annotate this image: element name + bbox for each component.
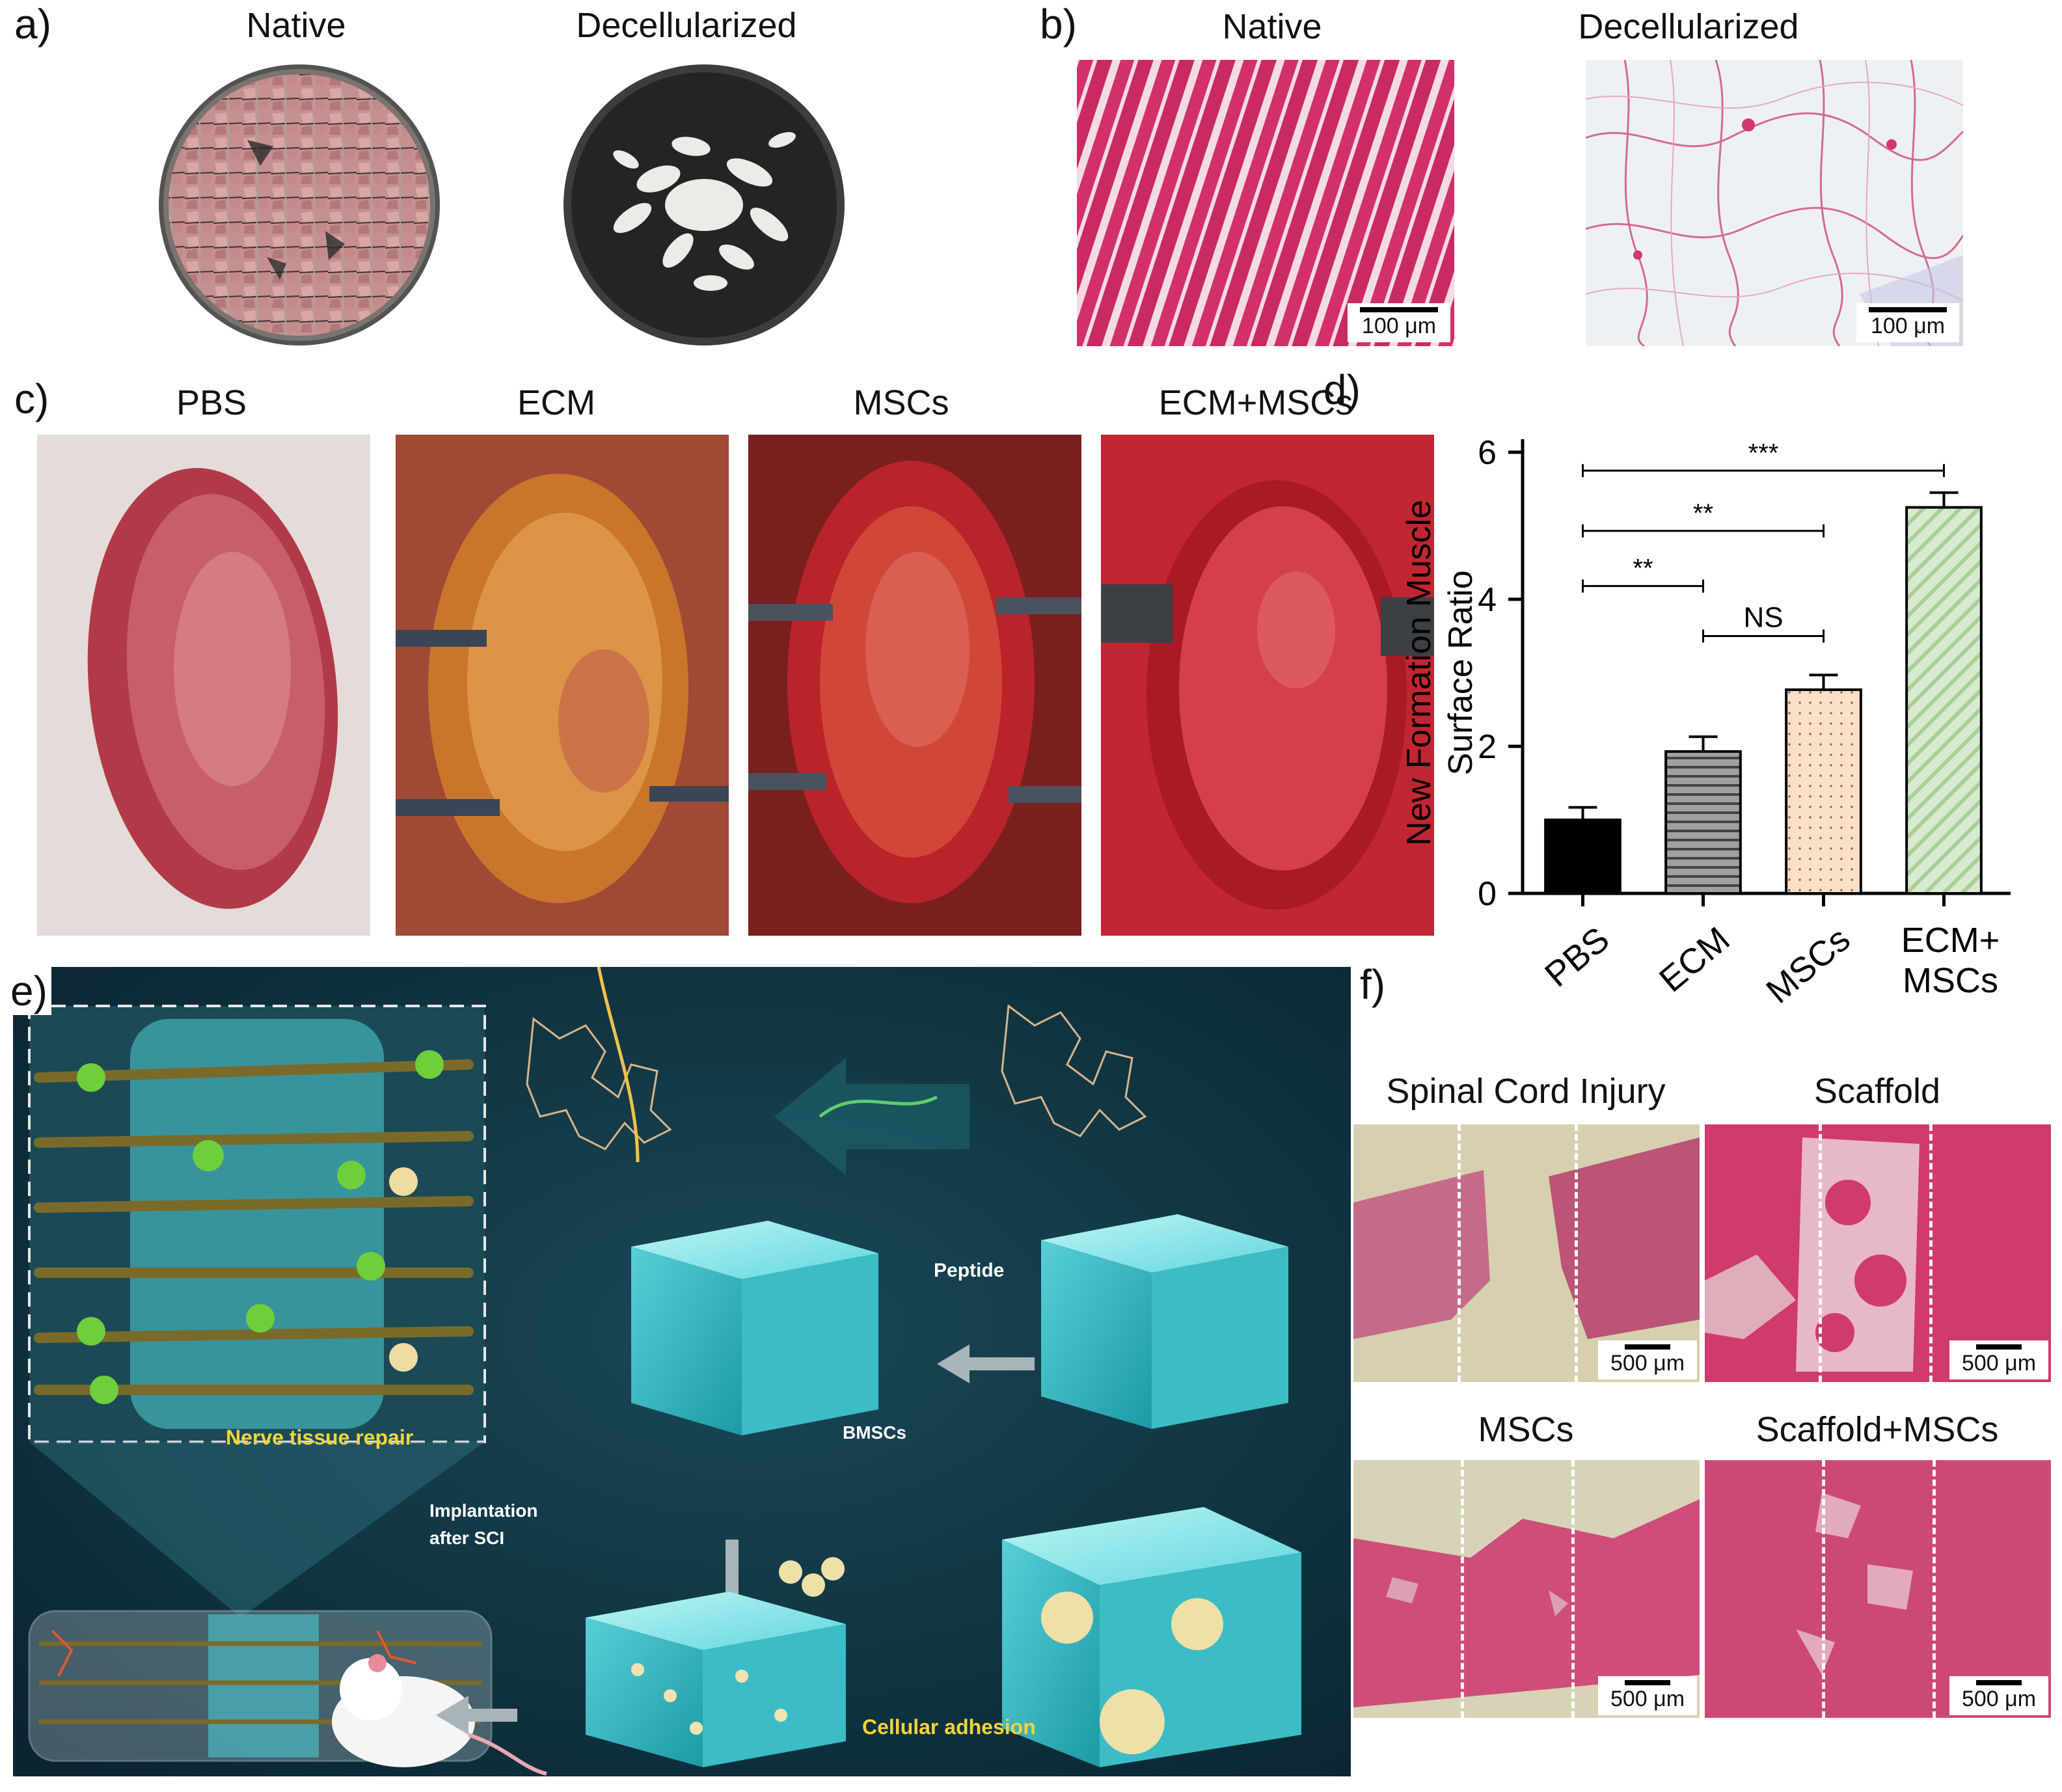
panel-c-label: c) — [14, 375, 49, 422]
label-cellular-adhesion: Cellular adhesion — [862, 1715, 1036, 1739]
panel-a-decell-title: Decellularized — [576, 6, 797, 45]
histology-mscs: 500 μm — [1353, 1460, 1700, 1718]
scale-bar-sci: 500 μm — [1598, 1340, 1697, 1379]
y-axis-label: Surface Ratio — [1442, 570, 1480, 775]
x-tick-label: ECM — [1652, 919, 1737, 999]
scale-bar-scaffold-label: 500 μm — [1961, 1351, 2037, 1376]
scale-bar-decell-label: 100 μm — [1870, 314, 1946, 339]
panel-d-label: d) — [1323, 366, 1361, 413]
panel-f-title-scaffold-mscs: Scaffold+MSCs — [1756, 1410, 1999, 1449]
panel-b-label: b) — [1040, 1, 1077, 48]
bar-mscs — [1785, 688, 1862, 895]
scale-bar-mscs: 500 μm — [1598, 1676, 1697, 1715]
panel-b-native-title: Native — [1222, 7, 1322, 46]
surgery-photo-mscs — [748, 435, 1081, 936]
panel-a-label: a) — [14, 1, 51, 48]
surgery-photo-ecm-mscs — [1101, 435, 1434, 936]
histology-scaffold: 500 μm — [1705, 1124, 2051, 1382]
scale-bar-mscs-label: 500 μm — [1610, 1687, 1685, 1712]
scale-bar-sci-label: 500 μm — [1610, 1351, 1685, 1376]
label-nerve-tissue-repair: Nerve tissue repair — [226, 1426, 414, 1449]
y-tick-label: 0 — [1478, 875, 1497, 913]
decellularized-tissue-dish-image — [563, 64, 845, 346]
scale-bar-native: 100 μm — [1348, 303, 1450, 342]
x-tick-label: MSCs — [1759, 919, 1857, 1011]
label-peptide: Peptide — [934, 1260, 1005, 1281]
panel-e-label: e) — [7, 967, 51, 1015]
y-tick-label: 2 — [1478, 728, 1497, 766]
surgery-photo-ecm — [396, 435, 729, 936]
x-tick-label: MSCs — [1903, 961, 1998, 1000]
scale-bar-scaffold-mscs-label: 500 μm — [1961, 1687, 2037, 1712]
panel-b-decell-title: Decellularized — [1578, 7, 1799, 46]
panel-f-title-scaffold: Scaffold — [1813, 1072, 1941, 1111]
scale-bar-scaffold: 500 μm — [1949, 1340, 2048, 1379]
schematic-illustration: Nerve tissue repair Peptide BMSCs Implan… — [13, 967, 1351, 1776]
native-histology-image: 100 μm — [1077, 60, 1454, 346]
surgery-photo-pbs — [37, 435, 370, 936]
panel-c-title-pbs: PBS — [176, 383, 247, 422]
bar-ecm — [1664, 750, 1742, 895]
panel-c-title-mscs: MSCs — [853, 383, 949, 422]
label-after-sci: after SCI — [429, 1528, 505, 1548]
label-bmscs: BMSCs — [843, 1422, 907, 1443]
native-tissue-dish-image — [159, 64, 440, 346]
x-tick-label: ECM+ — [1901, 921, 2000, 960]
x-tick-label: PBS — [1538, 919, 1616, 994]
significance-label: *** — [1748, 439, 1779, 467]
panel-f-title-mscs: MSCs — [1478, 1410, 1574, 1449]
decellularized-histology-image: 100 μm — [1586, 60, 1963, 346]
histology-scaffold-mscs: 500 μm — [1705, 1460, 2051, 1718]
scale-bar-decell: 100 μm — [1856, 303, 1959, 342]
scale-bar-scaffold-mscs: 500 μm — [1949, 1676, 2048, 1715]
label-implantation: Implantation — [429, 1500, 538, 1521]
panel-a-native-title: Native — [246, 6, 346, 45]
significance-label: NS — [1743, 602, 1783, 634]
significance-label: ** — [1633, 554, 1653, 583]
panel-c-title-ecm: ECM — [517, 383, 595, 422]
histology-spinal-cord-injury: 500 μm — [1353, 1124, 1700, 1382]
panel-f-label: f) — [1360, 961, 1386, 1008]
panel-c-title-ecm-mscs: ECM+MSCs — [1158, 383, 1353, 422]
y-tick-label: 4 — [1478, 581, 1497, 619]
panel-f-title-sci: Spinal Cord Injury — [1386, 1072, 1666, 1111]
bar-pbs — [1544, 819, 1621, 895]
muscle-ratio-bar-chart: 0 2 4 6 New Formation Muscle Surface Ratio PBS… — [1400, 434, 2011, 1011]
significance-label: ** — [1693, 499, 1713, 528]
scale-bar-native-label: 100 μm — [1361, 314, 1437, 339]
y-axis-label: New Formation Muscle — [1400, 500, 1438, 846]
bar-ecmmscs — [1905, 506, 1983, 895]
y-tick-label: 6 — [1478, 434, 1497, 472]
